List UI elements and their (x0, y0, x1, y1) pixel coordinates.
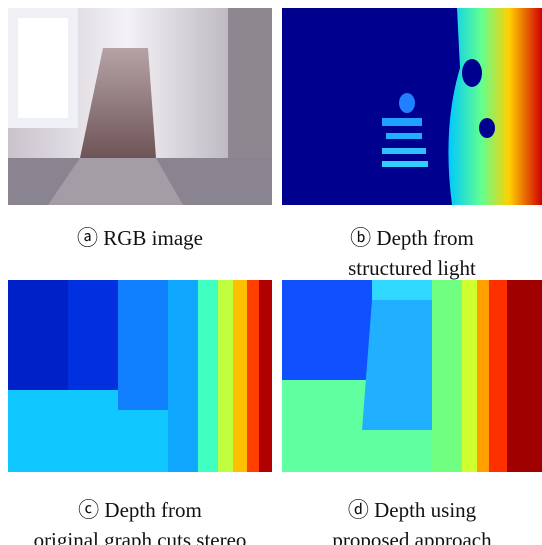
depth-structured-light (282, 8, 542, 205)
caption-line: proposed approach (277, 525, 542, 545)
depth-graph-cuts (8, 280, 272, 472)
caption-line: ⓓ Depth using (277, 495, 542, 525)
caption-line: ⓐ RGB image (5, 223, 275, 253)
caption-line: ⓑ Depth from (277, 223, 542, 253)
caption-line: structured light (277, 253, 542, 283)
figure: ⓐ RGB image ⓑ Depth fromstructured light… (0, 0, 542, 545)
caption-line: ⓒ Depth from (5, 495, 275, 525)
caption-line: original graph cuts stereo (5, 525, 275, 545)
depth-proposed (282, 280, 542, 472)
rgb-image (8, 8, 272, 205)
caption: ⓐ RGB image (5, 223, 275, 253)
